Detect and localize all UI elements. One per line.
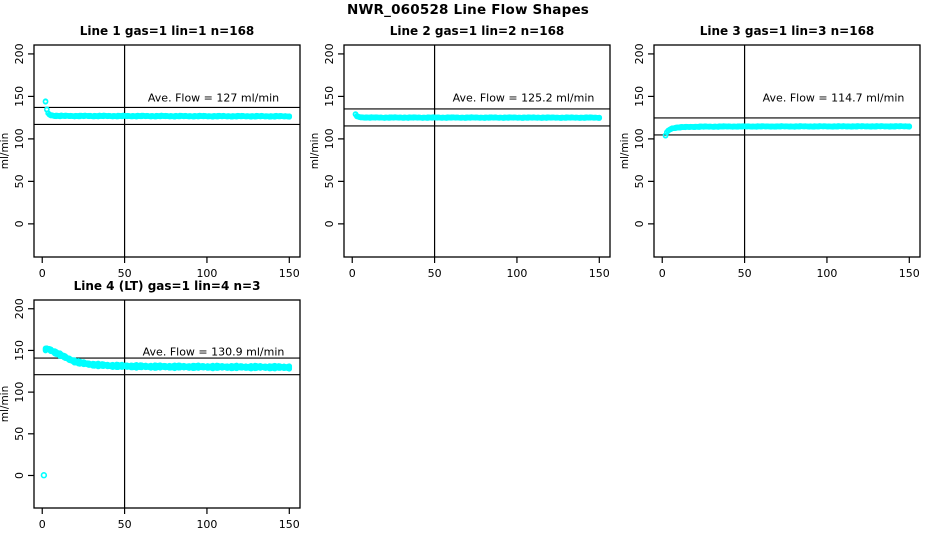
y-tick-label: 0 bbox=[323, 220, 336, 227]
x-tick-label: 150 bbox=[899, 267, 920, 280]
y-axis-label: ml/min bbox=[0, 133, 11, 169]
x-tick-label: 150 bbox=[589, 267, 610, 280]
subplot-title: Line 2 gas=1 lin=2 n=168 bbox=[390, 24, 565, 38]
y-tick-label: 100 bbox=[13, 128, 26, 149]
x-tick-label: 100 bbox=[196, 267, 217, 280]
x-tick-label: 50 bbox=[738, 267, 752, 280]
avg-flow-annotation: Ave. Flow = 127 ml/min bbox=[148, 91, 279, 104]
y-axis-label: ml/min bbox=[0, 386, 11, 422]
x-tick-label: 150 bbox=[279, 267, 300, 280]
y-tick-label: 50 bbox=[323, 174, 336, 188]
y-tick-label: 150 bbox=[633, 86, 646, 107]
data-points bbox=[352, 111, 603, 121]
y-tick-label: 200 bbox=[13, 43, 26, 64]
x-tick-label: 100 bbox=[816, 267, 837, 280]
x-tick-label: 50 bbox=[118, 518, 132, 531]
x-tick-label: 50 bbox=[428, 267, 442, 280]
y-tick-label: 100 bbox=[323, 128, 336, 149]
y-tick-label: 0 bbox=[13, 472, 26, 479]
x-tick-label: 50 bbox=[118, 267, 132, 280]
y-tick-label: 50 bbox=[633, 174, 646, 188]
plot-box bbox=[653, 44, 921, 258]
data-point bbox=[286, 113, 293, 119]
avg-flow-annotation: Ave. Flow = 125.2 ml/min bbox=[453, 91, 595, 104]
y-tick-label: 100 bbox=[633, 128, 646, 149]
y-tick-label: 150 bbox=[13, 340, 26, 361]
plot-box bbox=[33, 44, 301, 258]
y-axis-label: ml/min bbox=[619, 133, 631, 169]
y-axis-label: ml/min bbox=[309, 133, 321, 169]
x-tick-label: 100 bbox=[196, 518, 217, 531]
subplot-line-4-panel: Line 4 (LT) gas=1 lin=4 n=3 0 50 100 150 0 50 1… bbox=[0, 279, 301, 531]
y-tick-label: 200 bbox=[13, 298, 26, 319]
x-tick-label: 100 bbox=[506, 267, 527, 280]
y-tick-label: 0 bbox=[633, 220, 646, 227]
data-point bbox=[906, 123, 913, 129]
y-tick-label: 0 bbox=[13, 220, 26, 227]
plot-box bbox=[33, 299, 301, 509]
x-tick-label: 0 bbox=[39, 518, 46, 531]
y-tick-label: 100 bbox=[13, 382, 26, 403]
x-tick-label: 0 bbox=[349, 267, 356, 280]
data-points bbox=[40, 345, 293, 479]
subplot-title: Line 3 gas=1 lin=3 n=168 bbox=[700, 24, 875, 38]
y-tick-label: 150 bbox=[323, 86, 336, 107]
y-tick-label: 200 bbox=[323, 43, 336, 64]
data-point bbox=[596, 114, 603, 121]
data-points bbox=[662, 123, 913, 139]
y-tick-label: 50 bbox=[13, 427, 26, 441]
avg-flow-annotation: Ave. Flow = 114.7 ml/min bbox=[763, 91, 905, 104]
subplot-line-3-panel: Line 3 gas=1 lin=3 n=168 0 50 100 150 0 50 100 1… bbox=[619, 24, 921, 280]
outlier-point bbox=[40, 472, 48, 479]
y-tick-label: 200 bbox=[633, 43, 646, 64]
data-points bbox=[42, 98, 293, 120]
x-tick-label: 0 bbox=[39, 267, 46, 280]
y-tick-label: 150 bbox=[13, 86, 26, 107]
y-tick-label: 50 bbox=[13, 174, 26, 188]
data-point bbox=[286, 363, 293, 369]
x-tick-label: 0 bbox=[659, 267, 666, 280]
x-tick-label: 150 bbox=[279, 518, 300, 531]
plot-box bbox=[343, 44, 611, 258]
data-point bbox=[42, 98, 49, 105]
avg-flow-annotation: Ave. Flow = 130.9 ml/min bbox=[143, 345, 285, 358]
subplot-line-2-panel: Line 2 gas=1 lin=2 n=168 0 50 100 150 0 50 100 1… bbox=[309, 24, 611, 280]
subplot-line-1-panel: Line 1 gas=1 lin=1 n=168 0 50 100 150 0 50 100 1… bbox=[0, 24, 301, 280]
main-title: NWR_060528 Line Flow Shapes bbox=[346, 2, 590, 18]
subplot-title: Line 1 gas=1 lin=1 n=168 bbox=[80, 24, 255, 38]
subplot-title: Line 4 (LT) gas=1 lin=4 n=3 bbox=[74, 279, 261, 293]
